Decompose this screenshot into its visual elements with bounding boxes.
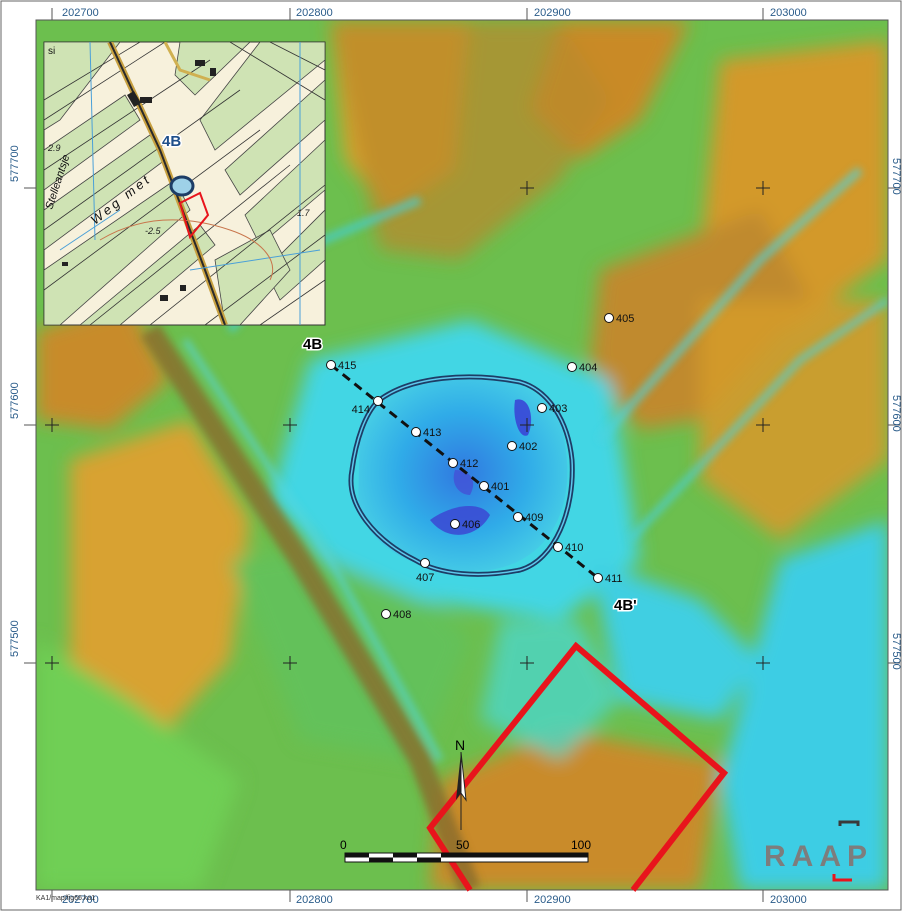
borehole-label: 415	[338, 360, 356, 372]
grid-y-label: 577500	[9, 620, 21, 657]
scale-tick-label: 100	[571, 838, 591, 852]
borehole-label: 403	[549, 403, 567, 415]
borehole-layer: 405 404 415 414 403 413 402 412 401 409 406 410 407 4…	[326, 313, 634, 621]
footer-code: KA1/map/fig66.ka1	[36, 895, 95, 902]
borehole-marker	[411, 427, 421, 437]
grid-y-label-right: 577500	[890, 633, 902, 670]
borehole-label: 414	[352, 404, 370, 416]
borehole-marker	[507, 441, 517, 451]
borehole-label: 405	[616, 313, 634, 325]
north-label: N	[455, 737, 465, 753]
borehole-marker	[604, 313, 614, 323]
grid-x-label-bottom: 203000	[770, 894, 807, 906]
borehole-label: 413	[423, 427, 441, 439]
borehole-marker	[513, 512, 523, 522]
inset-height-label: 2.9	[47, 143, 61, 153]
borehole-marker	[553, 542, 563, 552]
svg-text:RAAP: RAAP	[764, 840, 873, 873]
borehole-marker	[567, 362, 577, 372]
borehole-marker	[479, 481, 489, 491]
inset-corner-label: si	[48, 46, 55, 57]
borehole-marker	[381, 609, 391, 619]
grid-x-label-bottom: 202800	[296, 894, 333, 906]
borehole-marker	[537, 403, 547, 413]
borehole-marker	[326, 360, 336, 370]
borehole-label: 408	[393, 609, 411, 621]
borehole-label: 404	[579, 362, 597, 374]
borehole-marker	[593, 573, 603, 583]
profile-line	[330, 363, 599, 580]
profile-start-label: 4B	[303, 336, 322, 353]
borehole-label: 402	[519, 441, 537, 453]
borehole-label: 411	[605, 573, 623, 585]
grid-y-label: 577600	[9, 382, 21, 419]
grid-y-label-right: 577700	[890, 158, 902, 195]
borehole-label: 409	[525, 512, 543, 524]
borehole-label: 406	[462, 519, 480, 531]
profile-end-label: 4B'	[614, 597, 637, 614]
grid-x-label: 202900	[534, 7, 571, 19]
grid-y-label-right: 577600	[890, 395, 902, 432]
borehole-marker	[448, 458, 458, 468]
borehole-label: 407	[416, 572, 434, 584]
inset-height-label: 1.7	[297, 208, 311, 218]
raap-logo: RAAP	[764, 820, 873, 882]
borehole-label: 410	[565, 542, 583, 554]
borehole-label: 401	[491, 481, 509, 493]
grid-ticks	[24, 8, 900, 902]
grid-x-label: 202700	[62, 7, 99, 19]
inset-height-label: -2.5	[145, 226, 162, 236]
scale-tick-label: 0	[340, 838, 347, 852]
grid-x-label-bottom: 202900	[534, 894, 571, 906]
inset-profile-label: 4B	[162, 133, 181, 150]
location-inset-map: 4B 2.9 -2.5 1.7 Weg met Stelleantsje si	[43, 41, 326, 326]
borehole-marker	[420, 558, 430, 568]
borehole-marker	[373, 396, 383, 406]
study-area-outline	[426, 641, 729, 892]
grid-y-label: 577700	[9, 145, 21, 182]
grid-x-label-bottom: 202700	[62, 894, 99, 906]
grid-crosses	[45, 181, 770, 670]
grid-x-label: 203000	[770, 7, 807, 19]
grid-x-label: 202800	[296, 7, 333, 19]
borehole-label: 412	[460, 458, 478, 470]
borehole-marker	[450, 519, 460, 529]
scale-bar	[344, 852, 589, 863]
scale-tick-label: 50	[456, 838, 470, 852]
north-arrow-icon	[456, 751, 467, 830]
